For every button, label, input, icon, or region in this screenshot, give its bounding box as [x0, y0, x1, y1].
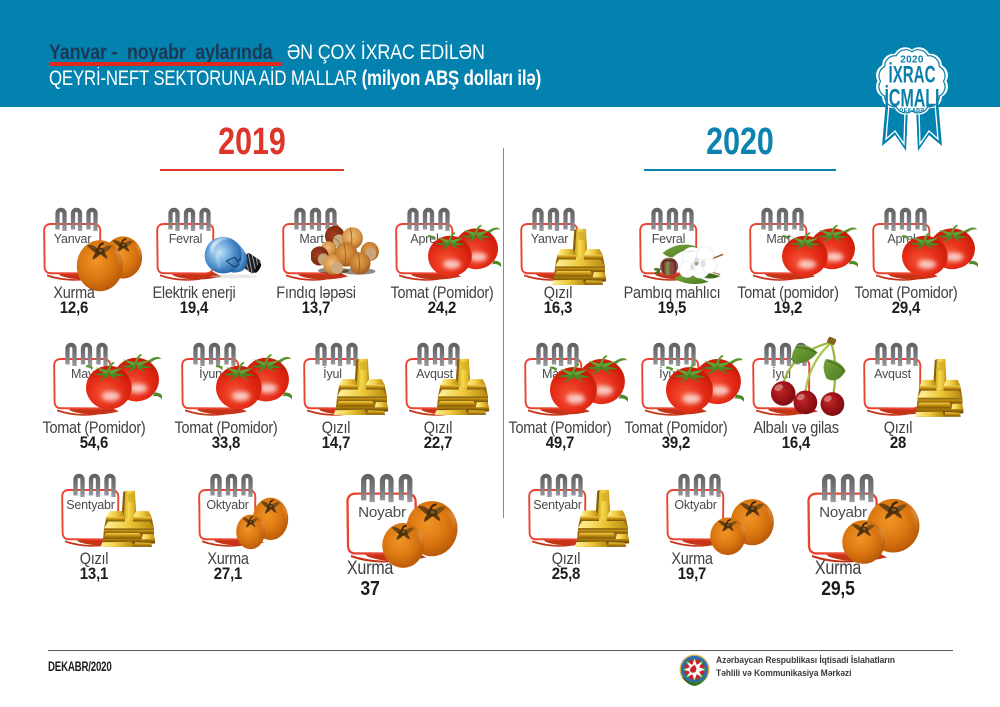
svg-text:2020: 2020	[900, 55, 924, 66]
svg-text:DEKABR: DEKABR	[899, 108, 924, 114]
svg-text:İCMALI: İCMALI	[885, 85, 940, 113]
svg-text:İXRAC: İXRAC	[889, 62, 936, 89]
